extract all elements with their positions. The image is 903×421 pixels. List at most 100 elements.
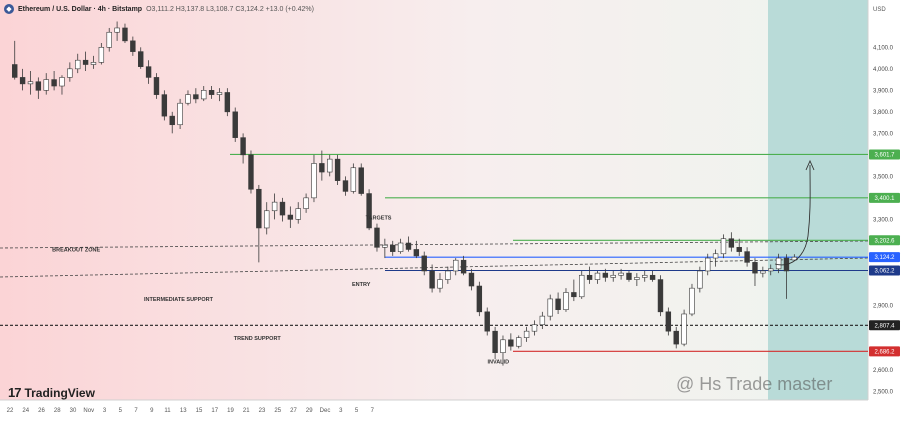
candle-up — [634, 277, 640, 280]
time-tick-label: 19 — [227, 408, 234, 414]
candle-down — [224, 92, 231, 113]
price-level-label: 3,062.2 — [874, 268, 895, 274]
projection-arrow-head — [805, 159, 815, 171]
candle-up — [216, 92, 223, 95]
candle-up — [59, 77, 65, 87]
candle-down — [122, 27, 128, 42]
candle-up — [397, 242, 404, 252]
candle-up — [610, 274, 616, 278]
candle-up — [642, 274, 648, 278]
time-axis-ticks: 22 24 26 28 30 Nov 3 5 7 9 11 13 15 17 19 21 23 25 27 29 Dec… — [7, 408, 375, 414]
candle-down — [279, 201, 286, 216]
candle-down — [256, 188, 262, 229]
candle-down — [736, 247, 742, 252]
price-level-label: 3,202.6 — [874, 238, 895, 244]
candle-up — [327, 158, 333, 173]
candle-up — [75, 59, 81, 70]
candle-down — [626, 272, 632, 280]
candle-down — [602, 272, 609, 278]
candle-down — [460, 259, 467, 274]
price-level-tag — [869, 235, 900, 246]
candle-down — [476, 285, 483, 313]
price-tick-label: 2,900.0 — [873, 303, 894, 309]
candle-up — [547, 298, 553, 317]
candle-down — [405, 242, 412, 250]
candle-down — [153, 77, 160, 95]
candle-up — [689, 287, 695, 315]
price-tick-label: 3,300.0 — [873, 217, 894, 223]
price-tick-label: 2,500.0 — [873, 389, 894, 395]
time-tick-label: 7 — [371, 408, 375, 414]
price-level-label: 2,807.4 — [874, 323, 895, 329]
candle-down — [319, 163, 325, 173]
candle-up — [303, 197, 309, 209]
candle-down — [752, 262, 758, 274]
candle-up — [177, 102, 183, 126]
candle-down — [287, 214, 294, 220]
time-tick-label: Dec — [320, 408, 331, 414]
candle-up — [563, 292, 569, 310]
annotations: TARGETS BREAKOUT ZONE ENTRY INTERMEDIATE SU… — [52, 215, 509, 365]
candle-up — [98, 47, 105, 63]
candle-up — [295, 208, 301, 220]
candle-up — [775, 257, 782, 270]
candle-up — [720, 238, 727, 255]
candle-down — [193, 94, 199, 100]
price-level-tag — [869, 346, 900, 357]
candle-up — [712, 253, 719, 259]
time-tick-label: 25 — [274, 408, 281, 414]
tradingview-logo[interactable]: 17 TradingView — [8, 385, 95, 400]
time-axis-panel — [0, 400, 903, 416]
symbol-title[interactable]: Ethereum / U.S. Dollar · 4h · Bitstamp — [18, 5, 143, 13]
candle-up — [90, 62, 97, 65]
time-tick-label: Nov — [83, 408, 94, 414]
candle-down — [508, 339, 514, 347]
candle-up — [579, 274, 585, 298]
candle-up — [437, 279, 443, 289]
candle-up — [350, 167, 357, 192]
candle-down — [342, 180, 349, 192]
candle-up — [27, 81, 34, 85]
candle-down — [51, 79, 57, 87]
candle-down — [161, 94, 168, 117]
candle-up — [271, 201, 278, 212]
candle-up — [705, 257, 711, 272]
candle-down — [248, 154, 254, 190]
candle-up — [516, 337, 522, 347]
price-level-tag — [869, 252, 900, 263]
candle-up — [382, 244, 388, 248]
candle-down — [145, 66, 152, 78]
candle-up — [697, 270, 703, 289]
candle-down — [492, 330, 498, 353]
candle-up — [453, 259, 459, 272]
time-tick-label: 5 — [355, 408, 359, 414]
candle-down — [413, 249, 420, 257]
chart-annotation: TARGETS — [366, 215, 392, 221]
chart-annotation: INVALID — [487, 359, 509, 365]
candle-down — [429, 270, 435, 289]
candle-down — [232, 111, 238, 138]
projection-arrow — [774, 164, 811, 266]
time-tick-label: 29 — [306, 408, 313, 414]
candle-down — [649, 274, 656, 280]
candle-down — [728, 238, 735, 248]
candle-up — [539, 315, 546, 326]
time-tick-label: 22 — [7, 408, 14, 414]
ohlc-readout: O3,111.2 H3,137.8 L3,108.7 C3,124.2 +13.… — [146, 5, 314, 13]
time-tick-label: 26 — [38, 408, 45, 414]
time-tick-label: 23 — [259, 408, 266, 414]
candle-down — [665, 311, 672, 332]
candle-down — [19, 77, 26, 85]
candle-up — [618, 272, 624, 276]
candle-up — [114, 27, 120, 33]
tradingview-wordmark: TradingView — [24, 385, 95, 400]
time-tick-label: 5 — [119, 408, 123, 414]
time-tick-label: 28 — [54, 408, 61, 414]
candle-down — [468, 272, 475, 287]
candle-up — [311, 163, 317, 199]
candle-up — [67, 68, 73, 78]
candle-down — [571, 292, 577, 298]
candle-down — [484, 311, 490, 332]
